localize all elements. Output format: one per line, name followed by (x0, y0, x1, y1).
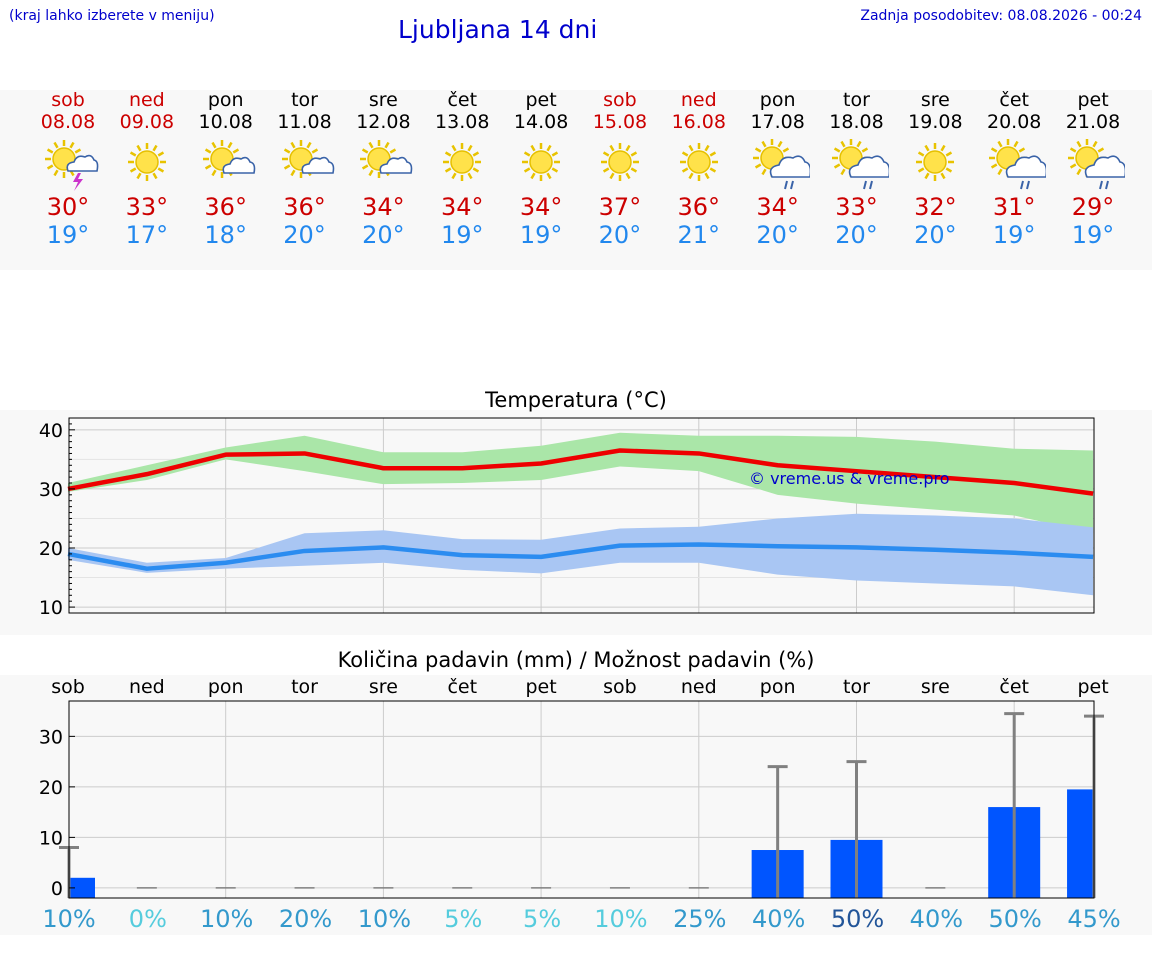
day-date: 12.08 (356, 111, 411, 133)
day-date: 08.08 (40, 111, 96, 133)
day-column: pet 21.08 29° 19° (1048, 89, 1138, 249)
min-temperature: 18° (204, 221, 247, 249)
sun-icon (434, 133, 490, 193)
max-temperature: 34° (362, 193, 405, 221)
day-name: pon (207, 89, 244, 111)
min-temperature: 19° (519, 221, 563, 249)
day-date: 11.08 (277, 111, 332, 133)
sun-rain-cloud-icon (750, 133, 811, 193)
day-column: ned 09.08 33° 17° (102, 89, 192, 249)
precipitation-chart-title: Količina padavin (mm) / Možnost padavin … (337, 648, 815, 672)
sun-icon (671, 133, 727, 193)
min-temperature: 19° (440, 221, 484, 249)
min-temperature: 19° (46, 221, 90, 249)
location-hint: (kraj lahko izberete v meniju) (9, 8, 215, 24)
sun-rain-cloud-icon (986, 133, 1048, 193)
max-temperature: 33° (835, 193, 878, 221)
day-name: čet (999, 89, 1029, 111)
day-column: čet 20.08 31° 19° (969, 89, 1059, 249)
forecast-days-band (0, 90, 1152, 270)
day-date: 10.08 (198, 111, 253, 133)
max-temperature: 36° (283, 193, 326, 221)
sun-cloud-icon (277, 133, 334, 193)
sun-thunderstorm-icon (40, 133, 99, 193)
max-temperature: 36° (204, 193, 247, 221)
min-temperature: 20° (756, 221, 799, 249)
day-date: 15.08 (592, 111, 648, 133)
day-name: ned (128, 89, 165, 111)
precipitation-chart-band (0, 675, 1152, 935)
day-name: sob (51, 89, 85, 111)
day-column: sre 12.08 34° 20° (338, 89, 428, 249)
day-name: čet (447, 89, 478, 111)
day-date: 16.08 (671, 111, 726, 133)
day-name: sob (603, 89, 637, 111)
sun-cloud-icon (355, 133, 413, 193)
day-name: pon (759, 89, 796, 111)
day-date: 14.08 (513, 111, 569, 133)
max-temperature: 36° (677, 193, 721, 221)
page-title: Ljubljana 14 dni (398, 15, 598, 44)
day-name: ned (680, 89, 717, 111)
day-column: čet 13.08 34° 19° (417, 89, 507, 249)
max-temperature: 34° (440, 193, 484, 221)
day-date: 20.08 (986, 111, 1042, 133)
min-temperature: 17° (125, 221, 169, 249)
day-column: sre 19.08 32° 20° (890, 89, 980, 249)
max-temperature: 34° (519, 193, 563, 221)
min-temperature: 21° (677, 221, 721, 249)
temperature-chart-band (0, 410, 1152, 635)
sun-icon (592, 133, 648, 193)
min-temperature: 19° (992, 221, 1036, 249)
day-column: tor 11.08 36° 20° (260, 89, 350, 249)
min-temperature: 19° (1071, 221, 1115, 249)
min-temperature: 20° (835, 221, 878, 249)
sun-icon (119, 133, 175, 193)
day-date: 17.08 (750, 111, 805, 133)
day-column: tor 18.08 33° 20° (812, 89, 902, 249)
day-column: pon 10.08 36° 18° (181, 89, 271, 249)
day-name: tor (843, 89, 870, 111)
day-column: pon 17.08 34° 20° (733, 89, 823, 249)
sun-rain-cloud-icon (1065, 133, 1127, 193)
last-update: Zadnja posodobitev: 08.08.2026 - 00:24 (860, 8, 1142, 24)
temperature-chart-title: Temperatura (°C) (485, 388, 667, 412)
day-name: sre (368, 89, 398, 111)
min-temperature: 20° (598, 221, 642, 249)
sun-cloud-icon (198, 133, 255, 193)
day-date: 19.08 (908, 111, 963, 133)
max-temperature: 30° (46, 193, 90, 221)
day-column: sob 08.08 30° 19° (23, 89, 113, 249)
day-name: tor (291, 89, 318, 111)
day-column: ned 16.08 36° 21° (654, 89, 744, 249)
day-date: 18.08 (829, 111, 884, 133)
max-temperature: 29° (1071, 193, 1115, 221)
sun-icon (513, 133, 569, 193)
day-column: pet 14.08 34° 19° (496, 89, 586, 249)
day-name: pet (1077, 89, 1109, 111)
day-name: sre (920, 89, 950, 111)
min-temperature: 20° (362, 221, 405, 249)
max-temperature: 37° (598, 193, 642, 221)
day-name: pet (525, 89, 557, 111)
max-temperature: 32° (914, 193, 957, 221)
day-column: sob 15.08 37° 20° (575, 89, 665, 249)
max-temperature: 31° (992, 193, 1036, 221)
max-temperature: 34° (756, 193, 799, 221)
sun-icon (907, 133, 963, 193)
sun-rain-cloud-icon (829, 133, 890, 193)
min-temperature: 20° (914, 221, 957, 249)
min-temperature: 20° (283, 221, 326, 249)
max-temperature: 33° (125, 193, 169, 221)
day-date: 21.08 (1065, 111, 1121, 133)
day-date: 09.08 (119, 111, 175, 133)
day-date: 13.08 (435, 111, 490, 133)
